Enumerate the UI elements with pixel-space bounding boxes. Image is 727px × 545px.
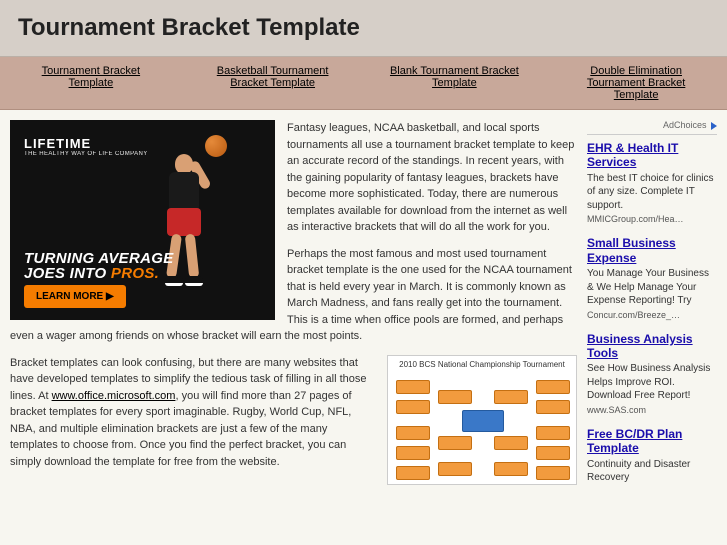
adchoices-header[interactable]: AdChoices — [587, 120, 717, 135]
sidebar-ad-title[interactable]: Free BC/DR Plan Template — [587, 427, 717, 456]
ad-learn-more-button[interactable]: LEARN MORE ▶ — [24, 285, 126, 308]
sidebar-ad-desc: You Manage Your Business & We Help Manag… — [587, 267, 717, 308]
sidebar-ad-desc: The best IT choice for clinics of any si… — [587, 172, 717, 213]
nav-link-basketball[interactable]: Basketball Tournament Bracket Template — [193, 63, 353, 103]
sidebar-ad-url: www.SAS.com — [587, 405, 717, 415]
bracket-node — [536, 380, 570, 394]
bracket-node — [438, 390, 472, 404]
sidebar-ad-url: MMICGroup.com/Hea… — [587, 214, 717, 224]
ad-slogan: TURNING AVERAGE JOES INTO PROS. — [24, 251, 174, 283]
adchoices-label: AdChoices — [663, 120, 707, 130]
sidebar-ad-desc: Continuity and Disaster Recovery — [587, 458, 717, 485]
bracket-node — [438, 462, 472, 476]
bracket-node — [536, 446, 570, 460]
bracket-node — [494, 390, 528, 404]
ad-slogan-line1: TURNING AVERAGE — [24, 251, 174, 267]
sidebar-ad-title[interactable]: EHR & Health IT Services — [587, 141, 717, 170]
bracket-diagram: 2010 BCS National Championship Tournamen… — [387, 355, 577, 485]
adchoices-icon — [711, 122, 717, 130]
page-title: Tournament Bracket Template — [18, 14, 709, 42]
sidebar-ad: EHR & Health IT Services The best IT cho… — [587, 141, 717, 224]
nav-link-blank[interactable]: Blank Tournament Bracket Template — [374, 63, 534, 103]
bracket-node — [438, 436, 472, 450]
sidebar-ad: Business Analysis Tools See How Business… — [587, 332, 717, 415]
bracket-node — [396, 380, 430, 394]
sidebar-ad-url: Concur.com/Breeze_… — [587, 310, 717, 320]
sidebar-ad-title[interactable]: Business Analysis Tools — [587, 332, 717, 361]
nav-link-double-elim[interactable]: Double Elimination Tournament Bracket Te… — [556, 63, 716, 103]
nav-link-tournament[interactable]: Tournament Bracket Template — [11, 63, 171, 103]
link-office-microsoft[interactable]: www.office.microsoft.com — [52, 390, 176, 402]
sidebar-ad: Free BC/DR Plan Template Continuity and … — [587, 427, 717, 485]
ad-brand-tagline: THE HEALTHY WAY OF LIFE COMPANY — [24, 150, 148, 159]
bracket-node — [396, 446, 430, 460]
article-body: LIFETIME THE HEALTHY WAY OF LIFE COMPANY… — [10, 120, 577, 470]
bracket-center-node — [462, 410, 504, 432]
nav-bar: Tournament Bracket Template Basketball T… — [0, 57, 727, 110]
main-column: LIFETIME THE HEALTHY WAY OF LIFE COMPANY… — [10, 120, 577, 497]
bracket-node — [494, 436, 528, 450]
sidebar: AdChoices EHR & Health IT Services The b… — [587, 120, 717, 497]
bracket-node — [494, 462, 528, 476]
bracket-node — [396, 466, 430, 480]
bracket-node — [536, 466, 570, 480]
bracket-node — [536, 400, 570, 414]
page-header: Tournament Bracket Template — [0, 0, 727, 57]
sidebar-ad-desc: See How Business Analysis Helps Improve … — [587, 362, 717, 403]
sidebar-ad-title[interactable]: Small Business Expense — [587, 236, 717, 265]
sidebar-ad: Small Business Expense You Manage Your B… — [587, 236, 717, 319]
content-wrap: LIFETIME THE HEALTHY WAY OF LIFE COMPANY… — [0, 110, 727, 507]
bracket-title: 2010 BCS National Championship Tournamen… — [388, 356, 576, 374]
bracket-node — [396, 426, 430, 440]
bracket-node — [536, 426, 570, 440]
ad-lifetime[interactable]: LIFETIME THE HEALTHY WAY OF LIFE COMPANY… — [10, 120, 275, 320]
bracket-node — [396, 400, 430, 414]
ad-slogan-line2: JOES INTO PROS. — [24, 266, 174, 282]
